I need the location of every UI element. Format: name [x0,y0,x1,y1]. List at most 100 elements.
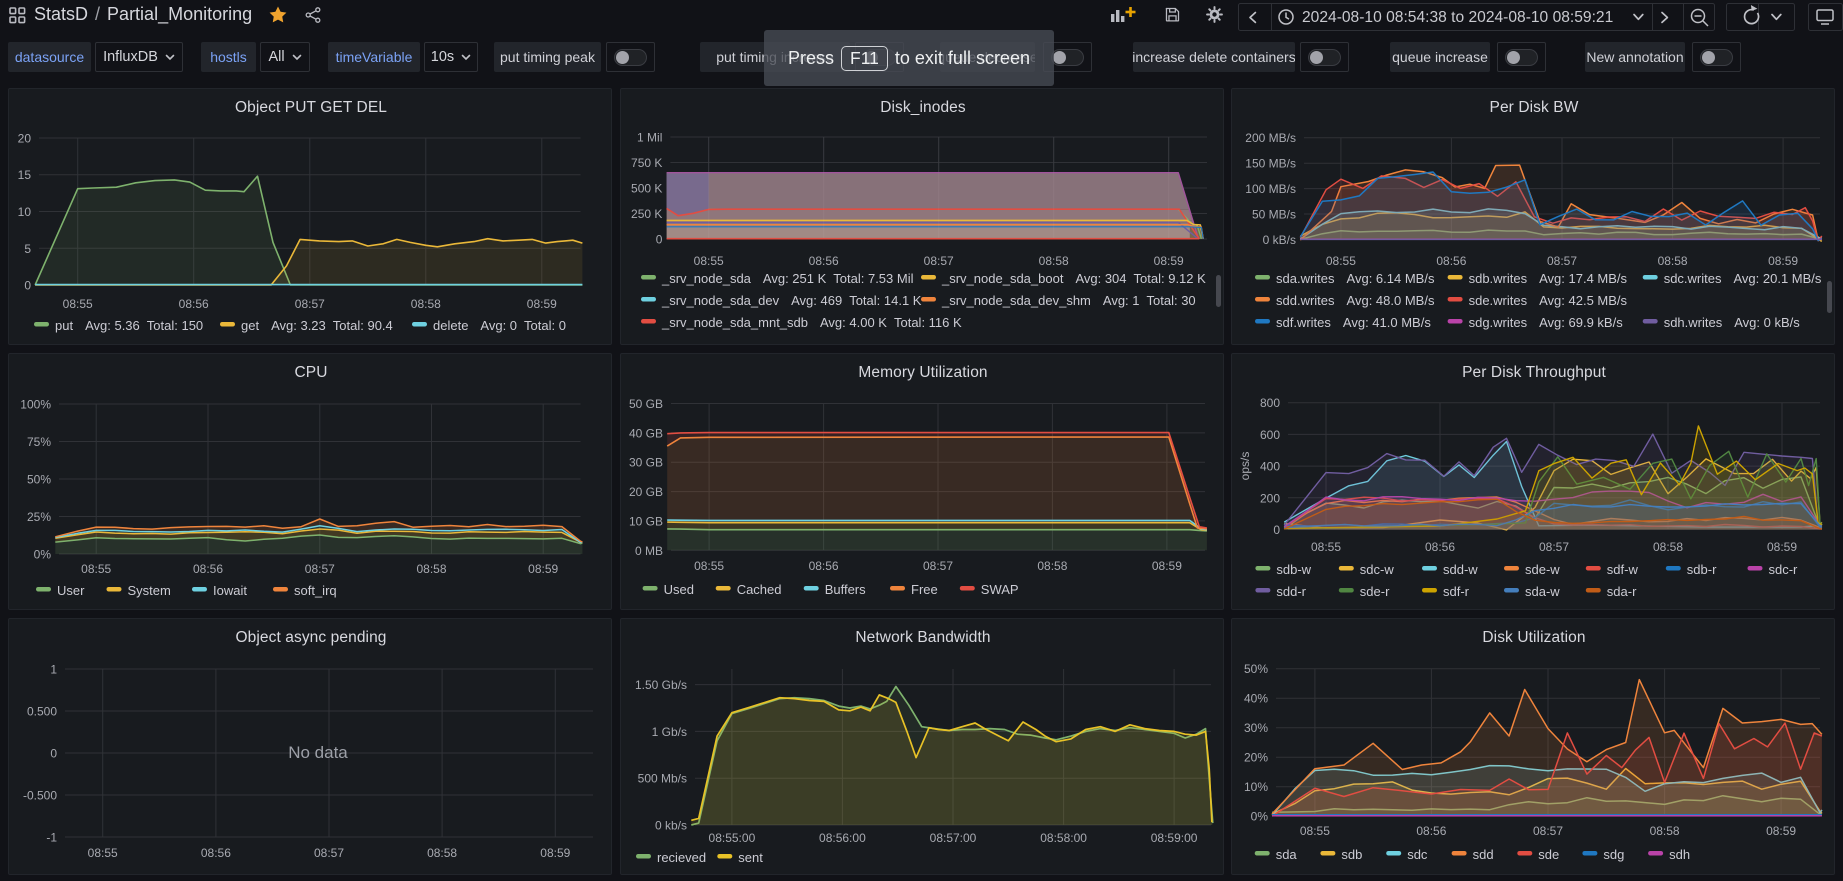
svg-text:0%: 0% [1251,810,1269,824]
svg-text:08:55: 08:55 [88,846,118,860]
svg-text:0%: 0% [34,548,52,562]
svg-text:sdc: sdc [1407,847,1428,862]
svg-text:08:56: 08:56 [809,559,839,573]
svg-text:800: 800 [1260,396,1280,410]
svg-text:08:56: 08:56 [201,846,231,860]
svg-text:0 MB: 0 MB [635,544,663,558]
svg-text:sda-w: sda-w [1525,584,1560,599]
svg-text:Per Disk BW: Per Disk BW [1490,99,1579,116]
svg-text:500 Mb/s: 500 Mb/s [638,772,687,786]
svg-text:500 K: 500 K [631,182,662,196]
svg-text:08:55: 08:55 [1300,824,1330,838]
svg-text:08:58: 08:58 [1653,540,1683,554]
svg-text:sdf-w: sdf-w [1607,562,1639,577]
svg-text:08:56: 08:56 [193,562,223,576]
svg-text:sdc-w: sdc-w [1360,562,1395,577]
svg-text:Iowait: Iowait [213,583,247,598]
svg-text:08:56: 08:56 [1436,254,1466,268]
svg-text:08:58: 08:58 [1037,559,1067,573]
svg-text:sent: sent [738,850,763,865]
svg-text:08:57: 08:57 [314,846,344,860]
svg-text:150 MB/s: 150 MB/s [1245,157,1296,171]
svg-text:User: User [57,583,85,598]
svg-text:soft_irq: soft_irq [294,583,337,598]
svg-text:08:58: 08:58 [416,562,446,576]
svg-text:0.500: 0.500 [27,705,57,719]
svg-text:08:57: 08:57 [305,562,335,576]
svg-text:08:59: 08:59 [1767,540,1797,554]
svg-text:No data: No data [288,743,348,762]
svg-text:0: 0 [1273,523,1280,537]
svg-text:sdb: sdb [1341,847,1362,862]
svg-text:sdg: sdg [1603,847,1624,862]
svg-text:sda: sda [1276,847,1298,862]
svg-text:08:58: 08:58 [1039,254,1069,268]
svg-text:sdd: sdd [1473,847,1494,862]
svg-text:sdb-w: sdb-w [1276,562,1311,577]
svg-text:sde-w: sde-w [1525,562,1560,577]
svg-text:sdd-w: sdd-w [1443,562,1478,577]
svg-text:15: 15 [18,168,32,182]
svg-text:40%: 40% [1244,692,1268,706]
svg-text:08:57: 08:57 [923,559,953,573]
svg-text:Disk Utilization: Disk Utilization [1482,629,1585,646]
svg-text:08:55: 08:55 [694,254,724,268]
svg-text:08:55: 08:55 [81,562,111,576]
svg-text:08:55: 08:55 [63,297,93,311]
svg-text:ops/s: ops/s [1238,452,1252,481]
svg-text:08:58:00: 08:58:00 [1040,831,1087,845]
svg-text:08:59: 08:59 [1766,824,1796,838]
svg-text:sde-r: sde-r [1360,584,1390,599]
svg-text:sdd-r: sdd-r [1276,584,1306,599]
svg-text:Network Bandwidth: Network Bandwidth [855,629,990,646]
svg-text:Disk_inodes: Disk_inodes [880,99,966,116]
svg-text:SWAP: SWAP [981,582,1019,597]
svg-text:08:56: 08:56 [809,254,839,268]
svg-text:10 GB: 10 GB [629,514,663,528]
svg-text:CPU: CPU [294,364,327,381]
svg-text:0 kb/s: 0 kb/s [655,819,687,833]
svg-text:0: 0 [656,233,663,247]
svg-text:08:57: 08:57 [295,297,325,311]
svg-text:600: 600 [1260,428,1280,442]
svg-text:0: 0 [24,279,31,293]
svg-text:50%: 50% [27,473,51,487]
svg-text:Cached: Cached [737,582,782,597]
svg-text:30%: 30% [1244,721,1268,735]
svg-text:20 GB: 20 GB [629,485,663,499]
svg-text:50%: 50% [1244,662,1268,676]
svg-text:08:55:00: 08:55:00 [709,831,756,845]
svg-text:200 MB/s: 200 MB/s [1245,131,1296,145]
svg-text:08:56: 08:56 [1416,824,1446,838]
svg-text:0 kB/s: 0 kB/s [1263,233,1296,247]
svg-text:08:55: 08:55 [1311,540,1341,554]
svg-text:10%: 10% [1244,780,1268,794]
svg-text:-1: -1 [46,831,57,845]
svg-text:750 K: 750 K [631,156,662,170]
svg-text:Buffers: Buffers [825,582,866,597]
svg-text:08:57: 08:57 [1547,254,1577,268]
svg-text:sdf-r: sdf-r [1443,584,1470,599]
svg-text:250 K: 250 K [631,207,662,221]
svg-text:08:59:00: 08:59:00 [1151,831,1198,845]
svg-text:08:58: 08:58 [411,297,441,311]
svg-text:50 MB/s: 50 MB/s [1252,208,1296,222]
svg-text:50 GB: 50 GB [629,397,663,411]
svg-text:08:58: 08:58 [1650,824,1680,838]
svg-text:Object async pending: Object async pending [235,629,386,646]
svg-text:100 MB/s: 100 MB/s [1245,182,1296,196]
svg-text:Object PUT GET DEL: Object PUT GET DEL [235,99,387,116]
svg-text:08:57: 08:57 [1533,824,1563,838]
svg-text:0: 0 [50,747,57,761]
